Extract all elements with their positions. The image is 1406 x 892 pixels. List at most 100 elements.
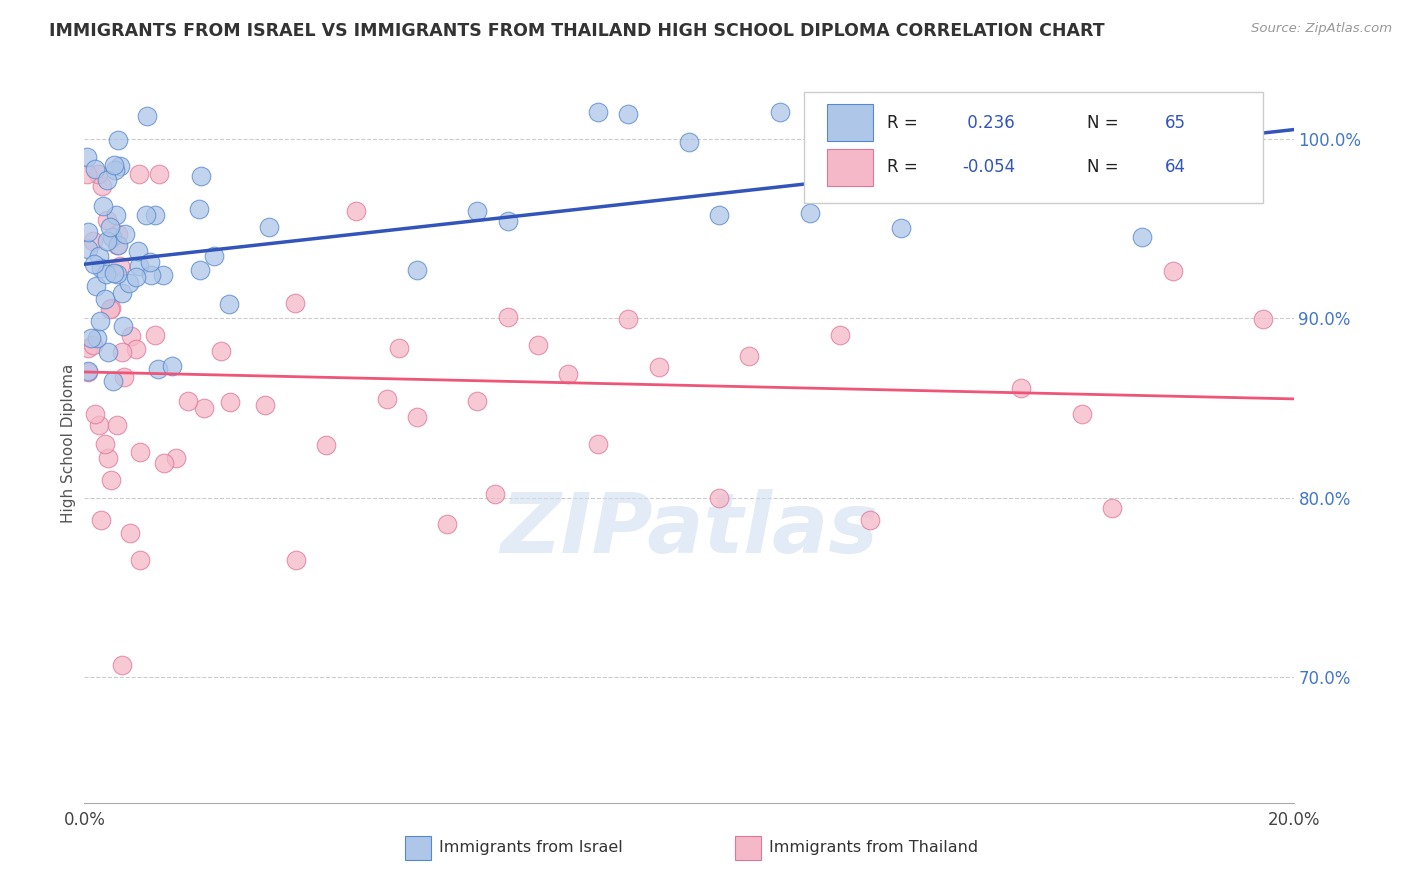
Point [769,104,792,119]
Point [143,328,166,343]
Point [96,212,118,227]
Point [107,237,129,252]
Text: Immigrants from Israel: Immigrants from Israel [439,840,623,855]
Point [920,176,942,190]
Point [496,213,519,227]
Point [588,104,610,119]
Point [135,208,157,222]
Point [467,203,489,218]
Point [111,318,134,333]
Text: Immigrants from Thailand: Immigrants from Thailand [769,840,977,855]
Y-axis label: High School Diploma: High School Diploma [60,364,76,524]
Point [90,261,112,276]
Point [125,342,148,356]
Point [138,254,160,268]
Point [527,338,550,352]
Point [111,657,134,672]
Text: ZIPatlas: ZIPatlas [501,490,877,571]
Point [284,296,307,310]
Point [80,331,103,345]
FancyBboxPatch shape [405,836,432,860]
Point [120,329,142,343]
Point [76,342,98,356]
Point [76,150,98,164]
Point [436,517,458,532]
Point [104,163,127,178]
Point [177,393,200,408]
Point [100,473,122,487]
Point [1011,381,1033,395]
Point [76,168,98,182]
Point [83,257,105,271]
Point [114,227,136,241]
Point [77,364,100,378]
Point [153,456,176,470]
Point [187,202,209,216]
Point [678,136,700,150]
Point [76,226,98,240]
Point [152,268,174,282]
Point [202,249,225,263]
Point [254,398,277,412]
Point [165,451,187,466]
Point [1071,121,1094,136]
Point [96,173,118,187]
Point [111,345,134,359]
Point [77,365,100,379]
Point [1101,501,1123,516]
Point [830,327,852,342]
Point [1132,230,1154,244]
Point [82,338,104,352]
Point [110,259,132,273]
Point [890,220,912,235]
Point [94,292,117,306]
Point [87,417,110,432]
Point [980,133,1002,147]
Point [118,525,141,540]
Point [496,310,519,325]
Point [315,438,337,452]
Point [105,418,128,433]
Point [709,208,731,222]
Point [103,374,125,388]
Point [193,401,215,415]
Point [107,227,129,241]
Point [209,343,232,358]
Point [101,230,124,244]
Point [111,286,134,301]
Point [467,394,489,409]
Point [617,107,640,121]
Point [118,277,141,291]
Point [135,109,157,123]
Point [162,359,184,374]
Point [375,392,398,407]
Point [96,344,118,359]
Point [77,242,100,256]
FancyBboxPatch shape [827,104,873,142]
Point [84,279,107,293]
Point [125,270,148,285]
Text: Source: ZipAtlas.com: Source: ZipAtlas.com [1251,22,1392,36]
Point [859,513,882,527]
Point [146,362,169,376]
Point [94,437,117,451]
Text: IMMIGRANTS FROM ISRAEL VS IMMIGRANTS FROM THAILAND HIGH SCHOOL DIPLOMA CORRELATI: IMMIGRANTS FROM ISRAEL VS IMMIGRANTS FRO… [49,22,1105,40]
Text: 64: 64 [1166,158,1187,177]
Point [86,331,108,345]
Point [388,341,411,355]
Point [97,450,120,465]
Text: N =: N = [1087,158,1118,177]
Point [1222,165,1244,179]
Text: R =: R = [887,114,918,132]
Point [406,262,429,277]
Point [1253,312,1275,326]
Point [105,238,128,252]
Point [86,168,108,182]
Text: R =: R = [887,158,918,177]
Point [105,267,128,281]
FancyBboxPatch shape [735,836,762,860]
Point [100,301,122,315]
Point [128,260,150,274]
Point [799,206,821,220]
Point [141,268,163,282]
